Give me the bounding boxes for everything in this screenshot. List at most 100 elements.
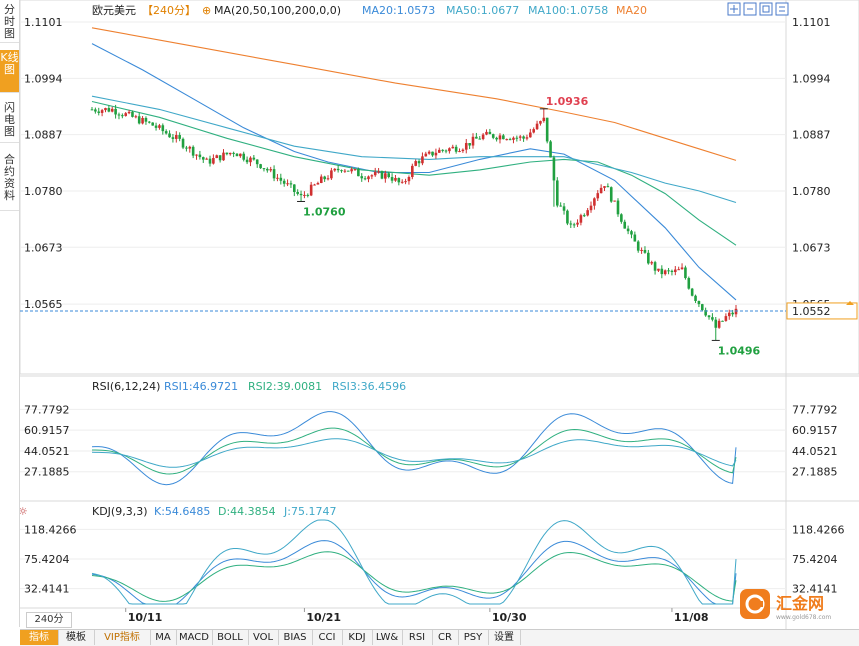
zoom-out-icon[interactable]	[743, 2, 757, 16]
indicator-bar: 指标 模板 VIP指标 MA MACD BOLL VOL BIAS CCI KDJ LW& RSI CR…	[20, 629, 859, 646]
candle-body	[674, 269, 677, 273]
candle-body	[650, 262, 654, 264]
indicator-button[interactable]: BIAS	[278, 630, 313, 645]
candle-body	[394, 177, 397, 181]
candle-body	[387, 173, 391, 178]
candle-body	[545, 117, 549, 142]
candle-body	[687, 278, 691, 289]
rsi-tick-right: 44.0521	[792, 445, 838, 458]
kdj-lines	[91, 519, 737, 605]
candle-body	[208, 158, 212, 164]
candle-body	[154, 125, 158, 128]
candle-body	[141, 117, 144, 124]
tab-timeshare[interactable]: 分时图	[0, 2, 19, 43]
rsi2-legend: RSI2:39.0081	[248, 380, 322, 393]
indicator-button[interactable]: RSI	[402, 630, 433, 645]
indicator-button[interactable]: CCI	[312, 630, 343, 645]
tab-flash[interactable]: 闪电图	[0, 100, 19, 143]
candle-body	[242, 153, 246, 160]
indicator-button[interactable]: KDJ	[342, 630, 373, 645]
candle-body	[414, 161, 417, 166]
sidebar: 分时图 K线图 闪电图 合约资料	[0, 0, 20, 627]
kdj-settings-icon[interactable]: ☼	[20, 505, 28, 518]
candle-body	[357, 169, 360, 177]
ma100-legend: MA100:1.0758	[528, 4, 608, 17]
last-price-arrow	[846, 300, 854, 305]
candle-body	[711, 317, 714, 320]
tab-contract-info[interactable]: 合约资料	[0, 152, 19, 211]
candle-body	[107, 108, 111, 112]
rsi-tick-left: 44.0521	[24, 445, 70, 458]
candlesticks[interactable]	[90, 104, 738, 341]
indicator-button[interactable]: VOL	[248, 630, 279, 645]
ma-lines	[91, 27, 737, 301]
indicator-button[interactable]: MACD	[176, 630, 213, 645]
candle-body	[437, 149, 441, 153]
candle-body	[319, 176, 323, 183]
kdj-k-line	[91, 540, 737, 605]
fullscreen-icon[interactable]	[759, 2, 773, 16]
candle-body	[333, 168, 337, 171]
candle-body	[404, 181, 407, 183]
extreme-label: 1.0936	[546, 95, 589, 108]
kdj-tick-right: 75.4204	[792, 553, 838, 566]
candle-body	[616, 200, 620, 215]
chart-area[interactable]: 欧元美元 【240分】 ⊕ MA(20,50,100,200,0,0) MA20…	[20, 0, 859, 629]
indicator-button[interactable]: VIP指标	[94, 630, 151, 645]
indicator-button[interactable]: PSY	[458, 630, 489, 645]
candle-body	[117, 114, 121, 116]
indicator-button[interactable]: MA	[150, 630, 177, 645]
candle-body	[299, 193, 303, 196]
price-y-axis: 1.1101 1.1101 1.0994 1.0994 1.0887 1.0887 1.07…	[24, 16, 831, 311]
zoom-in-icon[interactable]	[727, 2, 741, 16]
candle-body	[269, 169, 273, 171]
candle-body	[151, 122, 154, 126]
kdj-d-legend: D:44.3854	[218, 505, 276, 518]
candle-body	[411, 165, 414, 178]
indicator-button[interactable]: BOLL	[212, 630, 249, 645]
candle-body	[704, 310, 707, 316]
candle-body	[97, 111, 101, 113]
indicator-button[interactable]: CR	[432, 630, 459, 645]
candle-body	[663, 270, 667, 275]
settings-icon[interactable]: ⊕	[202, 4, 211, 17]
rsi-tick-right: 77.7792	[792, 403, 838, 416]
period-selector[interactable]: 240分	[26, 612, 72, 628]
candle-body	[727, 312, 731, 317]
last-price-marker: 1.0552	[20, 300, 858, 320]
kdj-j-line	[91, 519, 737, 605]
candle-body	[134, 116, 138, 118]
candle-body	[461, 149, 465, 152]
price-tick-left: 1.0780	[24, 185, 63, 198]
candle-body	[640, 249, 643, 251]
price-panel-frame	[20, 0, 859, 375]
candle-body	[417, 161, 421, 164]
price-tick-right: 1.1101	[792, 16, 831, 29]
candle-body	[653, 262, 657, 271]
chart-settings-icon[interactable]	[775, 2, 789, 16]
candle-body	[576, 222, 579, 225]
candle-body	[495, 137, 498, 140]
candle-body	[562, 206, 566, 211]
price-tick-left: 1.0565	[24, 298, 63, 311]
candle-body	[714, 319, 718, 328]
candle-body	[323, 176, 326, 180]
candle-body	[441, 149, 444, 151]
candle-body	[724, 316, 728, 321]
candle-body	[293, 184, 296, 192]
price-tick-right: 1.0887	[792, 129, 831, 142]
indicator-button[interactable]: 设置	[488, 630, 521, 645]
tab-kline[interactable]: K线图	[0, 50, 19, 93]
candle-body	[272, 169, 276, 179]
candle-body	[529, 132, 532, 138]
candle-body	[390, 177, 394, 181]
candle-body	[191, 146, 195, 156]
candle-body	[340, 170, 343, 172]
price-tick-left: 1.0887	[24, 129, 63, 142]
candle-body	[185, 147, 188, 149]
candle-body	[174, 135, 178, 139]
indicator-button[interactable]: 模板	[58, 630, 95, 645]
candle-body	[539, 121, 542, 124]
indicator-button[interactable]: LW&	[372, 630, 403, 645]
indicator-button[interactable]: 指标	[20, 630, 59, 645]
